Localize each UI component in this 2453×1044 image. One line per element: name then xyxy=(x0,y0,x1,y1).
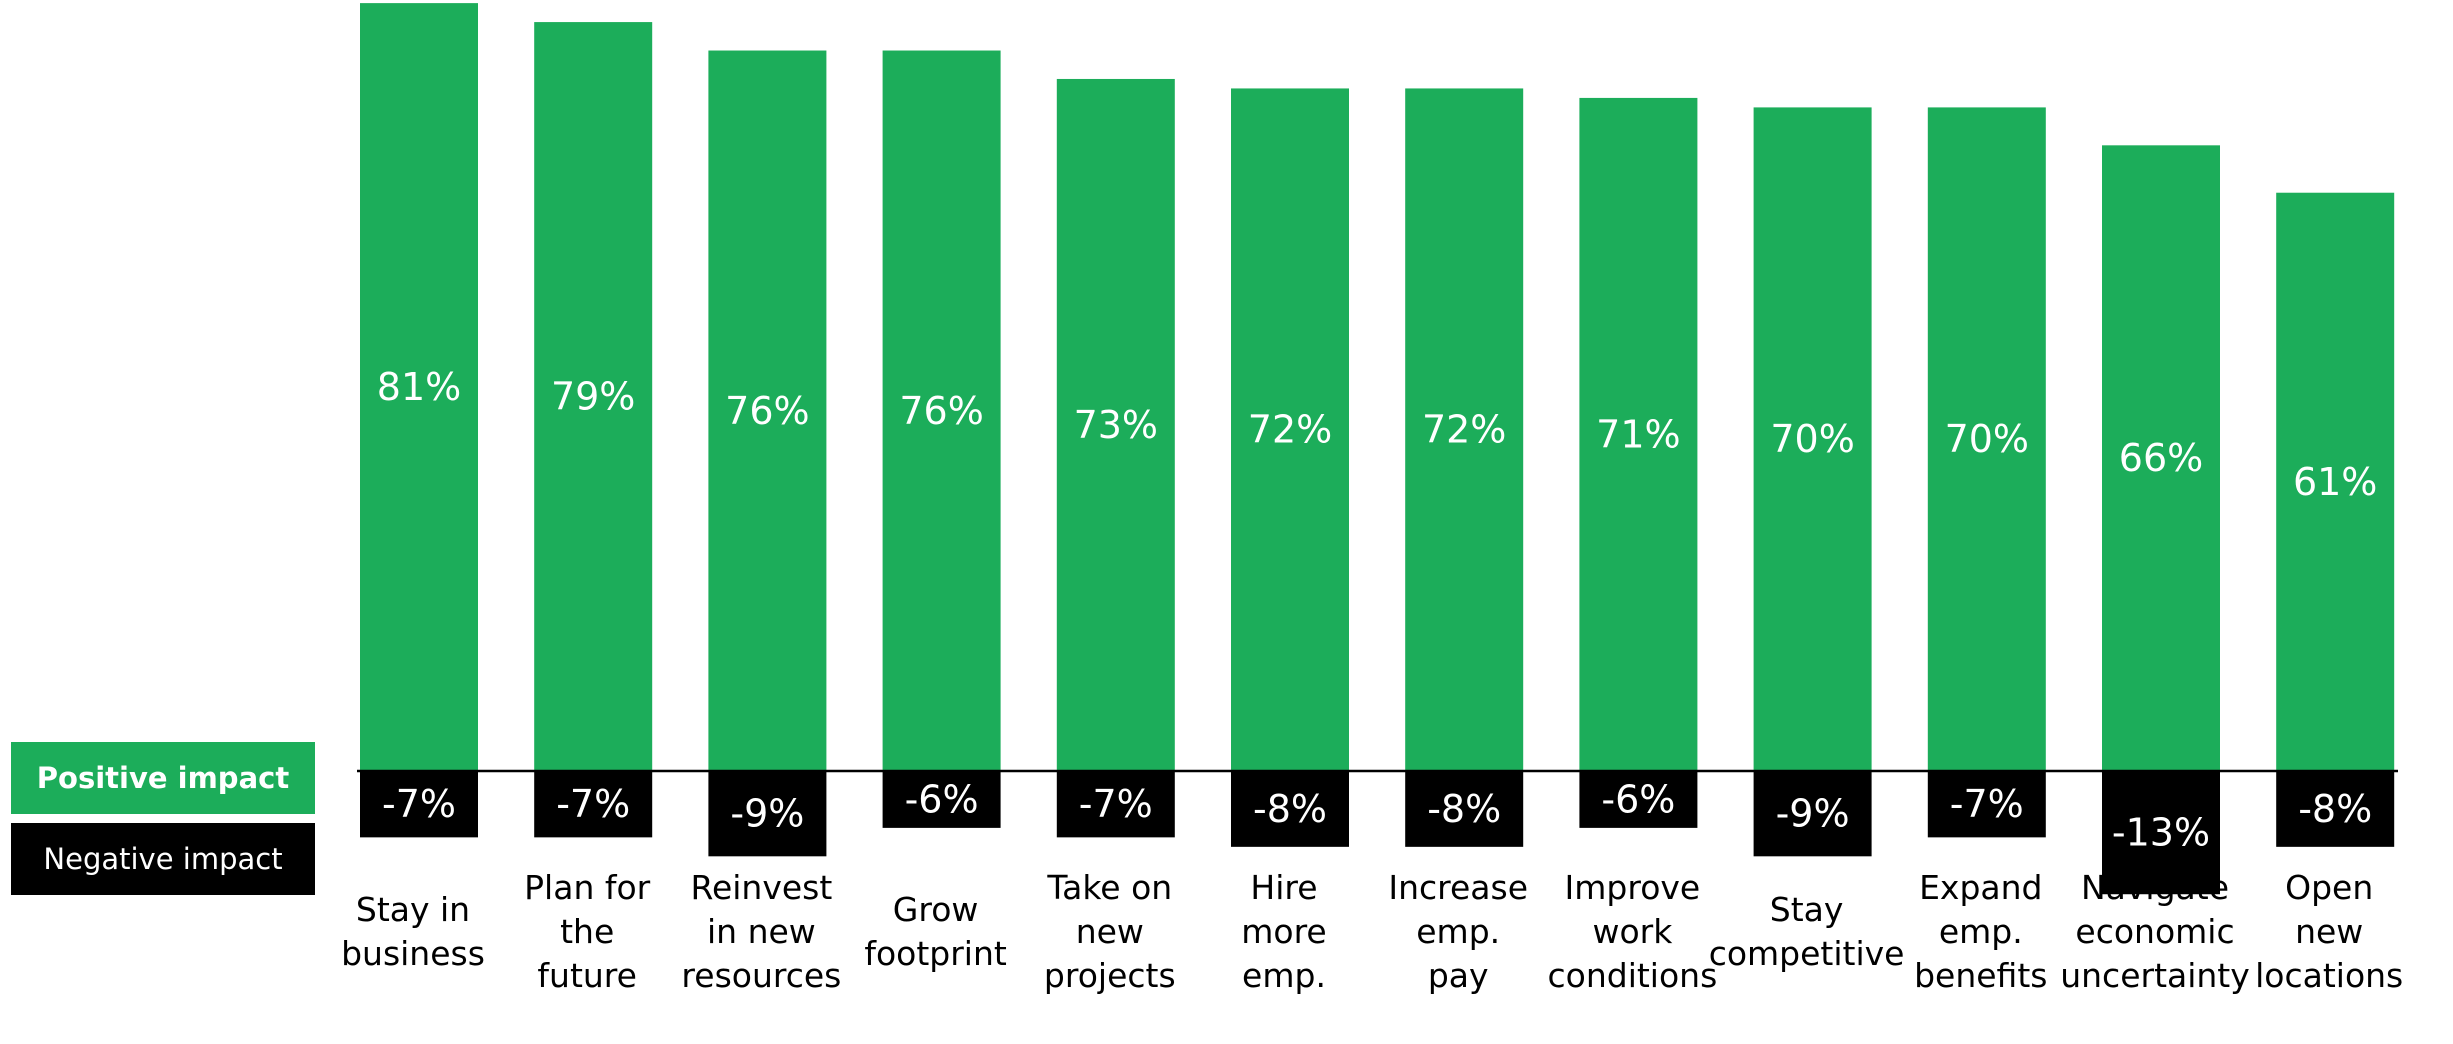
negative-bar xyxy=(2102,771,2220,895)
positive-value-label: 61% xyxy=(2293,460,2377,504)
category-label: Open new locations xyxy=(2255,868,2403,995)
negative-bar xyxy=(1405,771,1524,847)
positive-value-label: 71% xyxy=(1596,412,1680,456)
negative-bars xyxy=(360,771,2395,895)
negative-value-label: -8% xyxy=(2298,787,2372,831)
positive-bar xyxy=(2276,192,2395,772)
negative-value-label: -7% xyxy=(1950,782,2024,826)
category-label: Grow footprint xyxy=(864,890,1007,973)
negative-bar xyxy=(1231,771,1349,847)
negative-bar xyxy=(2276,771,2395,847)
negative-value-label: -7% xyxy=(556,782,630,826)
legend-positive-impact: Positive impact xyxy=(11,742,315,814)
positive-value-label: 76% xyxy=(899,389,983,433)
legend-positive-label: Positive impact xyxy=(36,761,290,795)
positive-value-label: 70% xyxy=(1770,417,1854,461)
positive-bar xyxy=(1579,97,1698,772)
category-label: Expand emp. benefits xyxy=(1914,868,2047,995)
legend-negative-label: Negative impact xyxy=(43,842,283,876)
category-label: Take on new projects xyxy=(1044,868,1176,995)
category-label: Reinvest in new resources xyxy=(681,868,841,995)
positive-value-label: 72% xyxy=(1422,408,1506,452)
positive-value-label: 73% xyxy=(1074,403,1158,447)
negative-bar xyxy=(534,771,653,838)
category-labels: Stay in business Plan for the futureReinvest… xyxy=(341,868,2403,995)
negative-bar xyxy=(708,771,827,857)
positive-bar xyxy=(534,22,653,771)
positive-value-label: 79% xyxy=(551,375,635,419)
positive-bars xyxy=(360,3,2395,772)
positive-bar xyxy=(1753,107,1872,771)
negative-value-label: -6% xyxy=(1601,777,1675,821)
category-label: Stay competitive xyxy=(1709,890,1905,973)
positive-value-label: 72% xyxy=(1248,408,1332,452)
category-label: Navigate economic uncertainty xyxy=(2060,868,2250,995)
negative-value-label: -8% xyxy=(1253,787,1327,831)
category-label: Hire more emp. xyxy=(1241,868,1326,995)
negative-bar xyxy=(1056,771,1175,838)
negative-bar xyxy=(1927,771,2046,838)
legend-negative-impact: Negative impact xyxy=(11,823,315,895)
negative-bar xyxy=(1753,771,1872,857)
positive-bar xyxy=(1405,88,1524,771)
category-label: Increase emp. pay xyxy=(1388,868,1528,995)
negative-value-label: -7% xyxy=(1079,782,1153,826)
positive-bar xyxy=(360,3,478,772)
positive-bar xyxy=(1231,88,1349,771)
negative-bar xyxy=(1579,771,1698,828)
positive-value-label: 81% xyxy=(377,365,461,409)
positive-bar xyxy=(1056,78,1175,771)
positive-value-label: 76% xyxy=(725,389,809,433)
positive-value-label: 66% xyxy=(2119,436,2203,480)
negative-value-labels: -7% -7% -9% -6% -7% -8% -8% -6% -9% -7% -13% -8% xyxy=(382,777,2372,854)
category-label: Stay in business xyxy=(341,890,485,973)
negative-bar xyxy=(882,771,1001,828)
positive-bar xyxy=(1927,107,2046,771)
negative-value-label: -9% xyxy=(730,792,804,836)
positive-value-label: 70% xyxy=(1945,417,2029,461)
category-label: Plan for the future xyxy=(524,868,651,995)
negative-value-label: -9% xyxy=(1776,792,1850,836)
positive-bar xyxy=(882,50,1001,771)
positive-bar xyxy=(708,50,827,771)
positive-value-labels: 81% 79% 76% 76% 73% 72% 72% 71% 70% 70% 66% 61% xyxy=(377,365,2378,504)
negative-value-label: -8% xyxy=(1427,787,1501,831)
negative-value-label: -6% xyxy=(905,777,979,821)
positive-bar xyxy=(2102,145,2220,771)
negative-bar xyxy=(360,771,478,838)
category-label: Improve work conditions xyxy=(1548,868,1718,995)
negative-value-label: -7% xyxy=(382,782,456,826)
negative-value-label: -13% xyxy=(2112,811,2210,855)
